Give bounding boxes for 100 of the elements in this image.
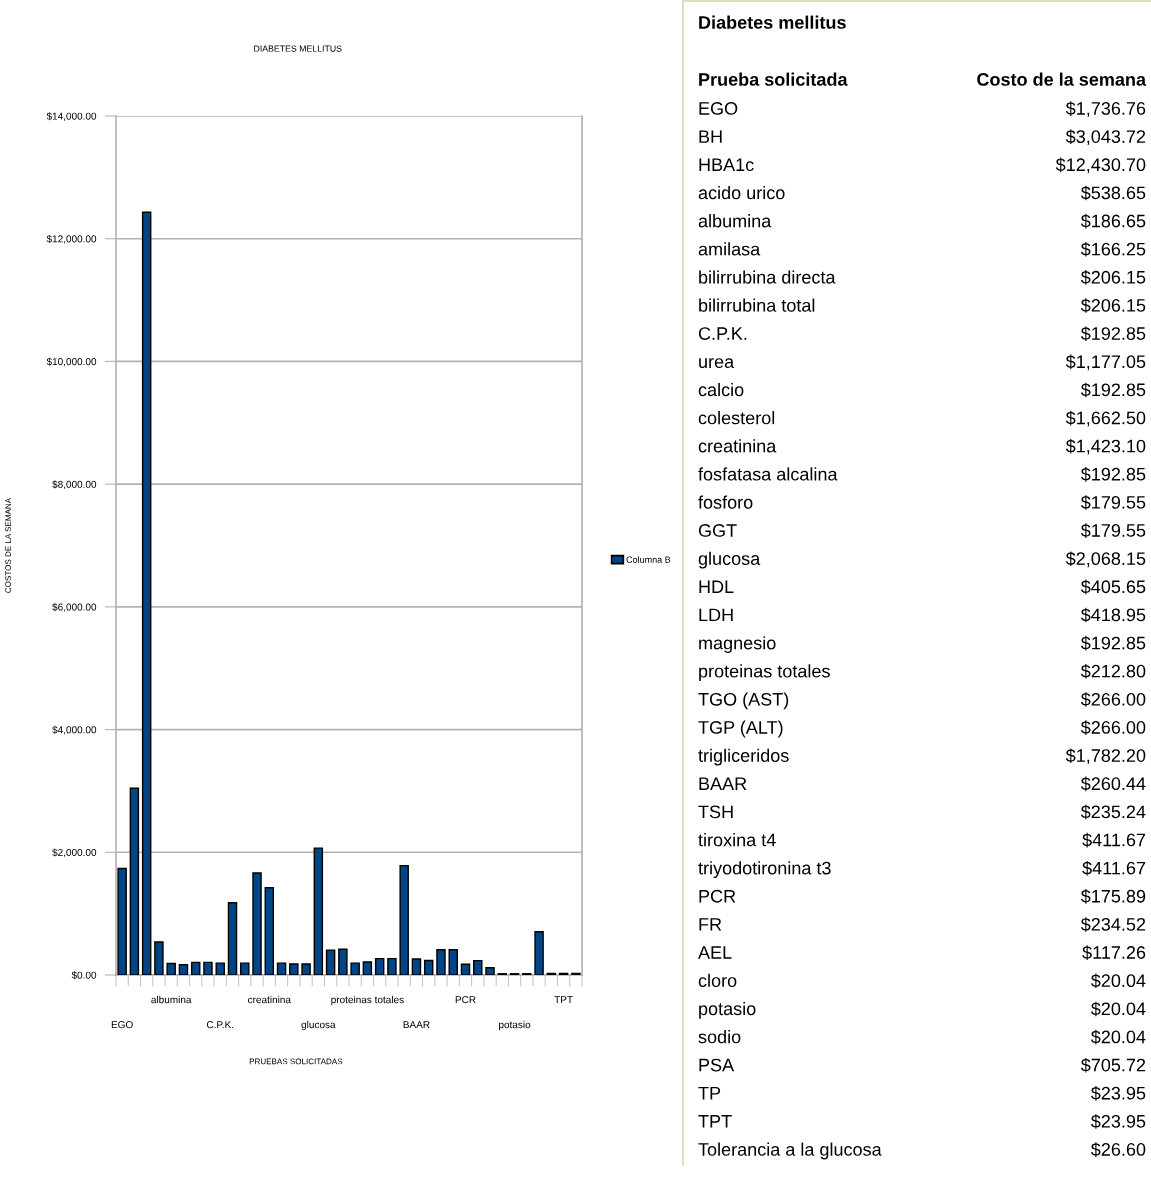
text: $186.65 — [1080, 213, 1146, 229]
bar — [154, 941, 164, 975]
text: Costo de la semana — [977, 72, 1147, 86]
text: acido urico — [698, 185, 785, 200]
x-tick-label: albumina — [151, 995, 192, 1004]
bar — [460, 963, 471, 975]
text: bilirrubina directa — [699, 270, 836, 284]
text: Diabetes mellitus — [699, 15, 846, 29]
text: Prueba solicitada — [699, 72, 848, 86]
text: trigliceridos — [698, 748, 789, 766]
bar — [411, 958, 422, 975]
text: TP — [698, 1086, 721, 1100]
text: $117.26 — [1082, 945, 1146, 960]
text: $20.04 — [1090, 973, 1146, 989]
text: $192.85 — [1080, 326, 1146, 341]
text: $206.15 — [1080, 298, 1146, 313]
text: $405.65 — [1080, 579, 1146, 595]
text: fosfatasa alcalina — [698, 467, 838, 481]
x-axis-title: PRUEBAS SOLICITADAS — [249, 1058, 343, 1065]
y-tick-label: $12,000.00 — [46, 234, 97, 244]
text: tiroxina t4 — [698, 833, 776, 847]
text: $179.55 — [1080, 495, 1146, 510]
bar — [436, 949, 446, 975]
text: calcio — [698, 382, 744, 397]
bar — [338, 948, 348, 975]
text: $411.67 — [1082, 832, 1146, 848]
text: $2,068.15 — [1065, 551, 1146, 568]
x-tick-label: BAAR — [403, 1021, 430, 1029]
text: $411.67 — [1082, 860, 1146, 876]
text: $1,782.20 — [1065, 748, 1146, 765]
x-tick-label: C.P.K. — [206, 1021, 234, 1029]
text: FR — [699, 918, 722, 931]
y-tick-label: $0.00 — [71, 971, 97, 980]
text: $1,177.05 — [1065, 354, 1146, 371]
y-tick-label: $10,000.00 — [46, 357, 97, 367]
bar — [203, 961, 213, 975]
text: $23.95 — [1090, 1114, 1146, 1129]
text: $418.95 — [1080, 607, 1146, 623]
legend-label: Columna B — [626, 556, 671, 563]
text: TGO (AST) — [698, 692, 789, 710]
text: $26.60 — [1090, 1142, 1146, 1157]
text: Tolerancia a la glucosa — [698, 1142, 882, 1160]
text: proteinas totales — [699, 664, 830, 682]
bar — [141, 211, 152, 975]
chart-title: DIABETES MELLITUS — [254, 45, 342, 52]
text: $266.00 — [1080, 692, 1146, 707]
text: TSH — [698, 805, 733, 819]
y-tick-label: $8,000.00 — [52, 480, 97, 490]
bar — [289, 963, 299, 975]
text: $3,043.72 — [1065, 129, 1146, 146]
text: $175.89 — [1080, 889, 1146, 904]
text: triyodotironina t3 — [698, 861, 831, 879]
text: $260.44 — [1080, 776, 1146, 792]
text: cloro — [698, 973, 737, 988]
bar — [252, 872, 262, 975]
bar — [473, 959, 483, 975]
x-tick-label: PCR — [455, 996, 476, 1004]
text: $166.25 — [1080, 241, 1146, 257]
y-axis-title: COSTOS DE LA SEMANA — [5, 497, 11, 593]
text: TGP (ALT) — [698, 720, 783, 738]
bar — [276, 962, 287, 975]
text: HBA1c — [699, 158, 754, 172]
bar — [129, 787, 140, 975]
y-tick-label: $14,000.00 — [46, 112, 97, 121]
text: $212.80 — [1080, 664, 1146, 679]
text: $20.04 — [1090, 1001, 1146, 1017]
text: TPT — [698, 1115, 732, 1128]
x-tick-label: TPT — [554, 996, 573, 1004]
text: LDH — [699, 608, 733, 622]
bar — [399, 864, 409, 975]
text: $538.65 — [1080, 185, 1146, 201]
bar — [190, 961, 201, 975]
text: $1,662.50 — [1065, 410, 1146, 427]
bar — [240, 962, 250, 975]
x-tick-label: creatinina — [248, 995, 291, 1004]
text: $234.52 — [1080, 917, 1146, 932]
bar — [117, 867, 127, 975]
y-tick-label: $4,000.00 — [52, 725, 97, 735]
bar — [448, 949, 458, 975]
x-tick-label: glucosa — [301, 1020, 336, 1031]
bar — [215, 962, 225, 975]
text: AEL — [698, 946, 732, 959]
text: $266.00 — [1080, 720, 1146, 735]
bar — [166, 962, 176, 975]
bar — [325, 949, 336, 975]
y-tick-label: $6,000.00 — [52, 603, 97, 612]
text: sodio — [698, 1030, 741, 1044]
text: $235.24 — [1080, 804, 1146, 820]
text: $20.04 — [1090, 1029, 1146, 1045]
text: BAAR — [699, 777, 747, 790]
text: $23.95 — [1090, 1086, 1146, 1101]
bar — [178, 964, 189, 975]
text: bilirrubina total — [699, 298, 815, 312]
bar — [485, 967, 495, 975]
x-tick-label: EGO — [111, 1021, 133, 1029]
text: albumina — [698, 214, 772, 228]
text: $192.85 — [1080, 382, 1146, 398]
bar — [374, 957, 385, 975]
y-tick-label: $2,000.00 — [52, 848, 97, 858]
text: fosforo — [698, 495, 753, 509]
